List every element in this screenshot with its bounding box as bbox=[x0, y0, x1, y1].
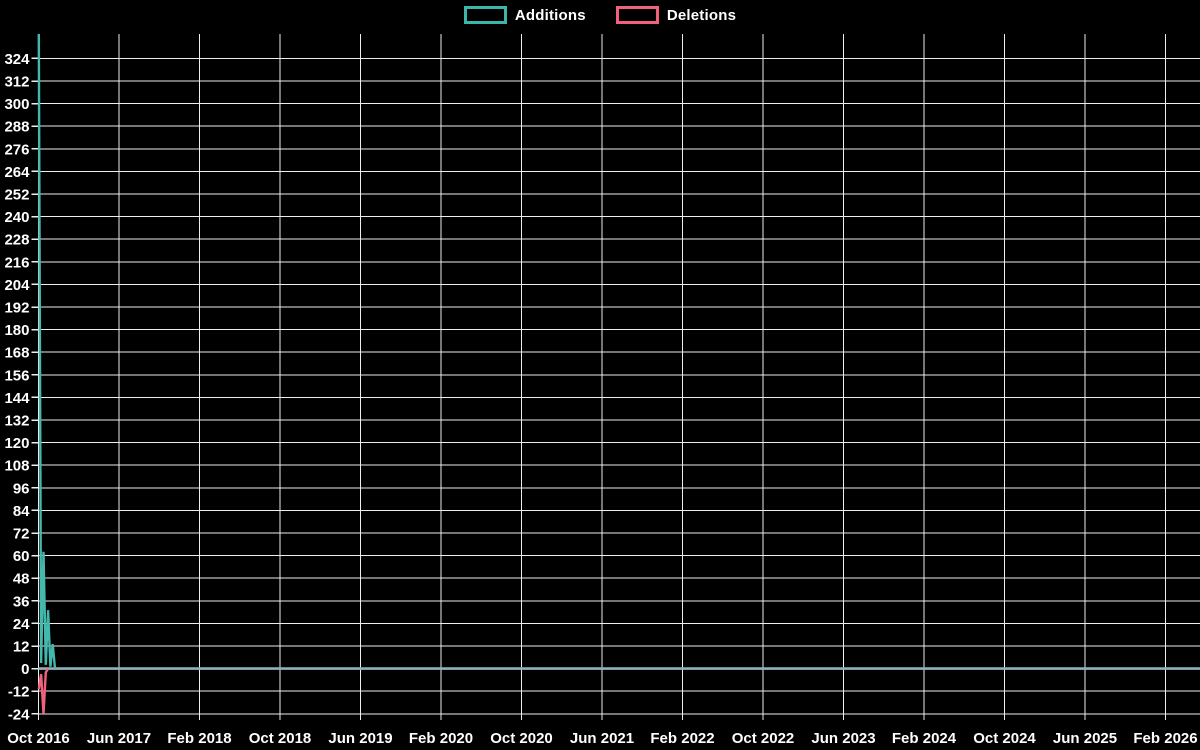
svg-text:Jun 2021: Jun 2021 bbox=[570, 730, 634, 747]
svg-text:Oct 2020: Oct 2020 bbox=[490, 730, 553, 747]
svg-text:276: 276 bbox=[4, 141, 29, 158]
svg-text:Jun 2023: Jun 2023 bbox=[811, 730, 875, 747]
svg-text:Feb 2018: Feb 2018 bbox=[167, 730, 231, 747]
legend-item-deletions[interactable]: Deletions bbox=[615, 6, 737, 24]
svg-text:144: 144 bbox=[4, 390, 30, 407]
svg-text:Feb 2024: Feb 2024 bbox=[892, 730, 957, 747]
svg-text:216: 216 bbox=[4, 254, 29, 271]
svg-text:Feb 2026: Feb 2026 bbox=[1133, 730, 1197, 747]
svg-text:84: 84 bbox=[13, 503, 30, 520]
svg-text:324: 324 bbox=[4, 51, 30, 68]
svg-text:Jun 2017: Jun 2017 bbox=[87, 730, 151, 747]
svg-text:36: 36 bbox=[13, 593, 30, 610]
svg-text:300: 300 bbox=[4, 96, 29, 113]
svg-text:240: 240 bbox=[4, 209, 29, 226]
svg-text:Oct 2016: Oct 2016 bbox=[7, 730, 70, 747]
svg-text:288: 288 bbox=[4, 119, 29, 136]
svg-text:Jun 2019: Jun 2019 bbox=[328, 730, 392, 747]
svg-text:192: 192 bbox=[4, 300, 29, 317]
svg-text:312: 312 bbox=[4, 74, 29, 91]
additions-legend-label: Additions bbox=[514, 6, 586, 24]
svg-text:96: 96 bbox=[13, 480, 30, 497]
svg-text:180: 180 bbox=[4, 322, 29, 339]
svg-text:24: 24 bbox=[13, 616, 30, 633]
svg-text:48: 48 bbox=[13, 571, 30, 588]
svg-text:252: 252 bbox=[4, 187, 29, 204]
svg-text:168: 168 bbox=[4, 345, 29, 362]
svg-text:12: 12 bbox=[13, 639, 30, 656]
svg-text:132: 132 bbox=[4, 413, 29, 430]
additions-swatch-icon bbox=[463, 6, 507, 24]
svg-text:Oct 2024: Oct 2024 bbox=[973, 730, 1036, 747]
svg-text:Feb 2022: Feb 2022 bbox=[650, 730, 714, 747]
svg-text:Feb 2020: Feb 2020 bbox=[409, 730, 473, 747]
svg-text:-12: -12 bbox=[8, 684, 30, 701]
legend-item-additions[interactable]: Additions bbox=[463, 6, 586, 24]
chart-legend: Additions Deletions bbox=[0, 6, 1200, 24]
svg-text:264: 264 bbox=[4, 164, 30, 181]
svg-text:-24: -24 bbox=[8, 706, 30, 723]
svg-text:108: 108 bbox=[4, 458, 29, 475]
svg-text:156: 156 bbox=[4, 367, 29, 384]
svg-text:0: 0 bbox=[21, 661, 29, 678]
svg-text:204: 204 bbox=[4, 277, 30, 294]
deletions-swatch-icon bbox=[615, 6, 659, 24]
svg-text:Oct 2022: Oct 2022 bbox=[732, 730, 795, 747]
svg-text:Oct 2018: Oct 2018 bbox=[249, 730, 312, 747]
svg-text:120: 120 bbox=[4, 435, 29, 452]
svg-text:60: 60 bbox=[13, 548, 30, 565]
svg-text:228: 228 bbox=[4, 232, 29, 249]
svg-text:72: 72 bbox=[13, 526, 30, 543]
svg-text:Jun 2025: Jun 2025 bbox=[1053, 730, 1117, 747]
deletions-legend-label: Deletions bbox=[666, 6, 737, 24]
